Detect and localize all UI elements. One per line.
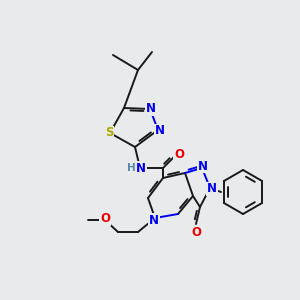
Text: N: N [207,182,217,196]
Text: N: N [136,161,146,175]
Text: O: O [100,212,110,226]
Text: H: H [127,163,135,173]
Text: N: N [146,103,156,116]
Text: N: N [155,124,165,137]
Text: S: S [105,127,113,140]
Text: N: N [198,160,208,172]
Text: O: O [191,226,201,238]
Text: N: N [149,214,159,226]
Text: O: O [174,148,184,161]
